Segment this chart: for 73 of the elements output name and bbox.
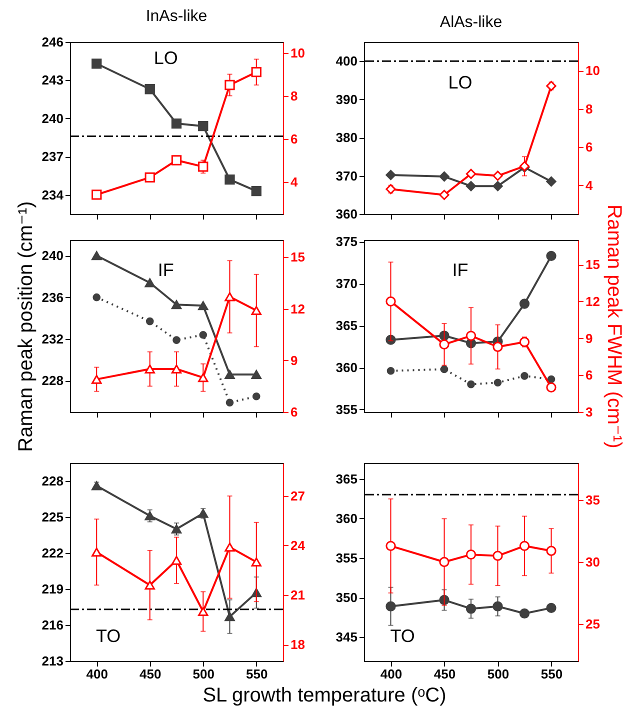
y2-tick-label: 21: [290, 588, 305, 602]
y-tick-label: 246: [42, 34, 64, 50]
chart-title: AlAs-like: [440, 14, 502, 31]
y-tick-label: 355: [336, 550, 358, 566]
y-tick-label: 228: [42, 373, 64, 388]
y-tick-label: 365: [336, 471, 358, 486]
y2-tick-label: 6: [290, 404, 298, 420]
y2-tick-label: 4: [586, 178, 594, 193]
y2-tick-label: 12: [586, 294, 600, 309]
annotation: LO: [154, 48, 178, 68]
x-tick-label: 450: [140, 666, 162, 682]
y-tick-label: 213: [42, 654, 64, 668]
x-tick-label: 400: [380, 666, 402, 682]
y-tick-label: 380: [336, 130, 358, 146]
y-tick-label: 216: [42, 618, 64, 632]
annotation: TO: [96, 626, 121, 646]
y-tick-label: 234: [42, 187, 64, 202]
y-tick-label: 355: [336, 402, 358, 417]
y2-tick-label: 30: [586, 554, 600, 570]
x-tick-label: 550: [246, 666, 268, 682]
x-tick-label: 550: [540, 666, 563, 682]
y-tick-label: 370: [336, 168, 358, 184]
x-tick-label: 450: [434, 666, 456, 682]
x-tick-label: 400: [86, 666, 108, 682]
y2-tick-label: 8: [586, 101, 593, 116]
y-tick-label: 219: [42, 582, 64, 596]
y2-tick-label: 15: [290, 250, 305, 265]
y2-tick-label: 35: [586, 492, 600, 508]
y2-tick-label: 6: [586, 140, 593, 155]
y-tick-label: 236: [42, 290, 64, 305]
y-tick-label: 240: [42, 110, 64, 126]
y2-tick-label: 24: [290, 538, 306, 553]
y-tick-label: 225: [42, 510, 64, 524]
y-axis-title: Raman peak position (cm⁻¹): [14, 201, 37, 452]
y2-tick-label: 27: [290, 488, 305, 504]
annotation: IF: [452, 260, 468, 280]
y2-tick-label: 9: [290, 352, 298, 368]
y-tick-label: 350: [336, 590, 358, 606]
y-tick-label: 360: [336, 206, 358, 222]
annotation: LO: [448, 72, 472, 92]
y-tick-label: 237: [42, 149, 64, 164]
annotation: TO: [390, 626, 415, 646]
y2-tick-label: 8: [290, 88, 298, 104]
y2-tick-label: 6: [290, 131, 298, 146]
y2-tick-label: 18: [290, 637, 305, 652]
y-tick-label: 222: [42, 546, 64, 560]
y2-tick-label: 12: [290, 301, 305, 316]
y-tick-label: 228: [42, 474, 64, 488]
y2-tick-label: 3: [586, 404, 593, 420]
y2-tick-label: 25: [586, 616, 600, 632]
y-tick-label: 390: [336, 92, 358, 107]
y-tick-label: 365: [336, 318, 358, 334]
y-tick-label: 400: [336, 54, 358, 69]
y2-tick-label: 10: [586, 63, 600, 78]
annotation: IF: [158, 260, 174, 280]
y-tick-label: 240: [42, 248, 64, 264]
y2-axis-title: Raman peak FWHM (cm⁻¹): [602, 204, 625, 448]
y-tick-label: 243: [42, 72, 64, 88]
y-tick-label: 360: [336, 360, 358, 376]
y-tick-label: 370: [336, 276, 358, 292]
y2-tick-label: 4: [290, 174, 298, 190]
chart-title: InAs-like: [146, 8, 208, 25]
y-tick-label: 345: [336, 630, 358, 645]
x-tick-label: 500: [192, 666, 214, 682]
x-tick-label: 500: [487, 666, 510, 682]
y-tick-label: 232: [42, 332, 64, 347]
y2-tick-label: 15: [586, 257, 600, 272]
x-axis-title: SL growth temperature (ᵒC): [202, 684, 446, 706]
y2-tick-label: 6: [586, 368, 593, 383]
y2-tick-label: 9: [586, 330, 593, 346]
y-tick-label: 360: [336, 510, 358, 526]
y-tick-label: 375: [336, 234, 358, 250]
y2-tick-label: 10: [290, 45, 305, 60]
